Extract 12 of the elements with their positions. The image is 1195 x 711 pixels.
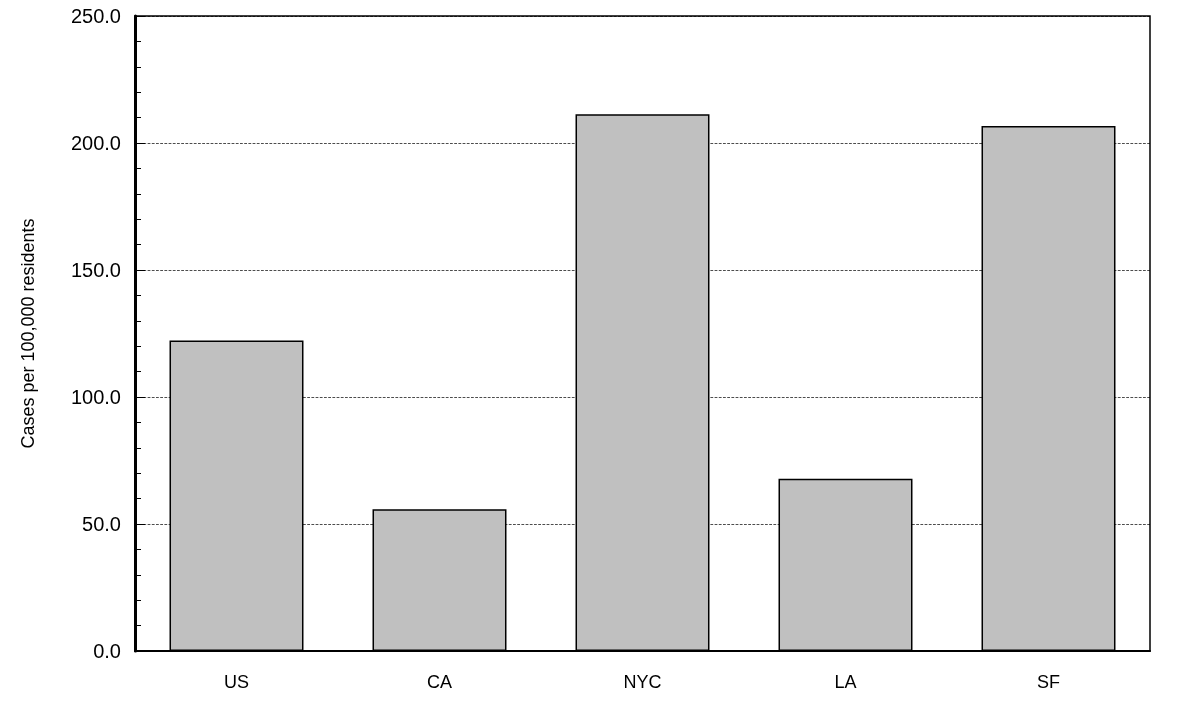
y-axis-title: Cases per 100,000 residents: [18, 218, 38, 449]
x-tick-label: LA: [834, 672, 857, 692]
y-tick-label: 250.0: [70, 5, 121, 27]
x-tick-label: US: [223, 672, 250, 692]
x-tick-label: NYC: [623, 672, 662, 692]
y-tick-label: 200.0: [70, 132, 121, 154]
y-tick-label: 150.0: [70, 259, 121, 281]
y-tick-label: 50.0: [82, 513, 121, 535]
x-tick-label: SF: [1036, 672, 1061, 692]
y-tick-label: 100.0: [70, 386, 121, 408]
x-tick-label: CA: [426, 672, 453, 692]
y-tick-label: 0.0: [93, 640, 121, 662]
